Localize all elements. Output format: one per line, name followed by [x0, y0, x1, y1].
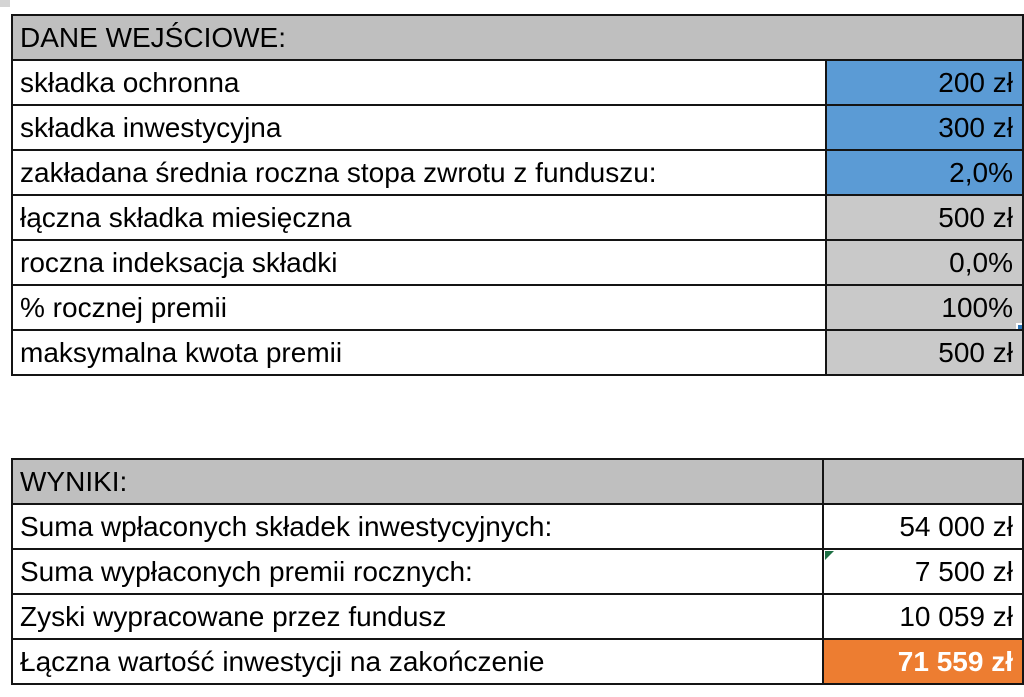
table-row: % rocznej premii 100% [11, 284, 1024, 331]
table-row: Suma wpłaconych składek inwestycyjnych: … [11, 503, 1024, 550]
cell-label-skladka-inwestycyjna[interactable]: składka inwestycyjna [11, 104, 827, 151]
cell-label-laczna-skladka[interactable]: łączna składka miesięczna [11, 194, 827, 241]
cell-value-procent-premii-selected[interactable]: 100% [824, 284, 1024, 331]
input-data-table: DANE WEJŚCIOWE: składka ochronna 200 zł … [11, 14, 1024, 376]
cell-label-indeksacja[interactable]: roczna indeksacja składki [11, 239, 827, 286]
cell-value-skladka-ochronna[interactable]: 200 zł [824, 59, 1024, 106]
cell-value-maks-kwota-premii[interactable]: 500 zł [824, 329, 1024, 376]
cell-value-stopa-zwrotu[interactable]: 2,0% [824, 149, 1024, 196]
input-table-header-cell[interactable]: DANE WEJŚCIOWE: [11, 14, 1024, 61]
results-table-header-value-cell[interactable] [821, 458, 1024, 505]
table-row: składka ochronna 200 zł [11, 59, 1024, 106]
cell-value-laczna-wartosc[interactable]: 71 559 zł [821, 638, 1024, 685]
cell-value-suma-skladek[interactable]: 54 000 zł [821, 503, 1024, 550]
cell-label-suma-skladek[interactable]: Suma wpłaconych składek inwestycyjnych: [11, 503, 824, 550]
cell-label-zyski-funduszu[interactable]: Zyski wypracowane przez fundusz [11, 593, 824, 640]
cell-label-laczna-wartosc[interactable]: Łączna wartość inwestycji na zakończenie [11, 638, 824, 685]
corner-cell-artifact [0, 0, 10, 7]
error-indicator-icon [824, 551, 834, 560]
table-row: łączna składka miesięczna 500 zł [11, 194, 1024, 241]
cell-value-zyski-funduszu[interactable]: 10 059 zł [821, 593, 1024, 640]
table-row: składka inwestycyjna 300 zł [11, 104, 1024, 151]
table-row: maksymalna kwota premii 500 zł [11, 329, 1024, 376]
fill-handle[interactable] [1016, 323, 1021, 328]
table-row: roczna indeksacja składki 0,0% [11, 239, 1024, 286]
cell-value-suma-premii[interactable]: 7 500 zł [821, 548, 1024, 595]
cell-label-stopa-zwrotu[interactable]: zakładana średnia roczna stopa zwrotu z … [11, 149, 827, 196]
table-row: DANE WEJŚCIOWE: [11, 14, 1024, 61]
cell-label-suma-premii[interactable]: Suma wypłaconych premii rocznych: [11, 548, 824, 595]
table-row: Łączna wartość inwestycji na zakończenie… [11, 638, 1024, 685]
table-row: zakładana średnia roczna stopa zwrotu z … [11, 149, 1024, 196]
cell-text: 7 500 zł [914, 555, 1013, 587]
cell-value-laczna-skladka[interactable]: 500 zł [824, 194, 1024, 241]
results-table-header-cell[interactable]: WYNIKI: [11, 458, 824, 505]
cell-value-skladka-inwestycyjna[interactable]: 300 zł [824, 104, 1024, 151]
cell-label-procent-premii[interactable]: % rocznej premii [11, 284, 827, 331]
results-table: WYNIKI: Suma wpłaconych składek inwestyc… [11, 458, 1024, 685]
table-row: Zyski wypracowane przez fundusz 10 059 z… [11, 593, 1024, 640]
selected-cell-text: 100% [941, 291, 1013, 323]
cell-label-skladka-ochronna[interactable]: składka ochronna [11, 59, 827, 106]
cell-value-indeksacja[interactable]: 0,0% [824, 239, 1024, 286]
table-row: Suma wypłaconych premii rocznych: 7 500 … [11, 548, 1024, 595]
cell-label-maks-kwota-premii[interactable]: maksymalna kwota premii [11, 329, 827, 376]
table-row: WYNIKI: [11, 458, 1024, 505]
